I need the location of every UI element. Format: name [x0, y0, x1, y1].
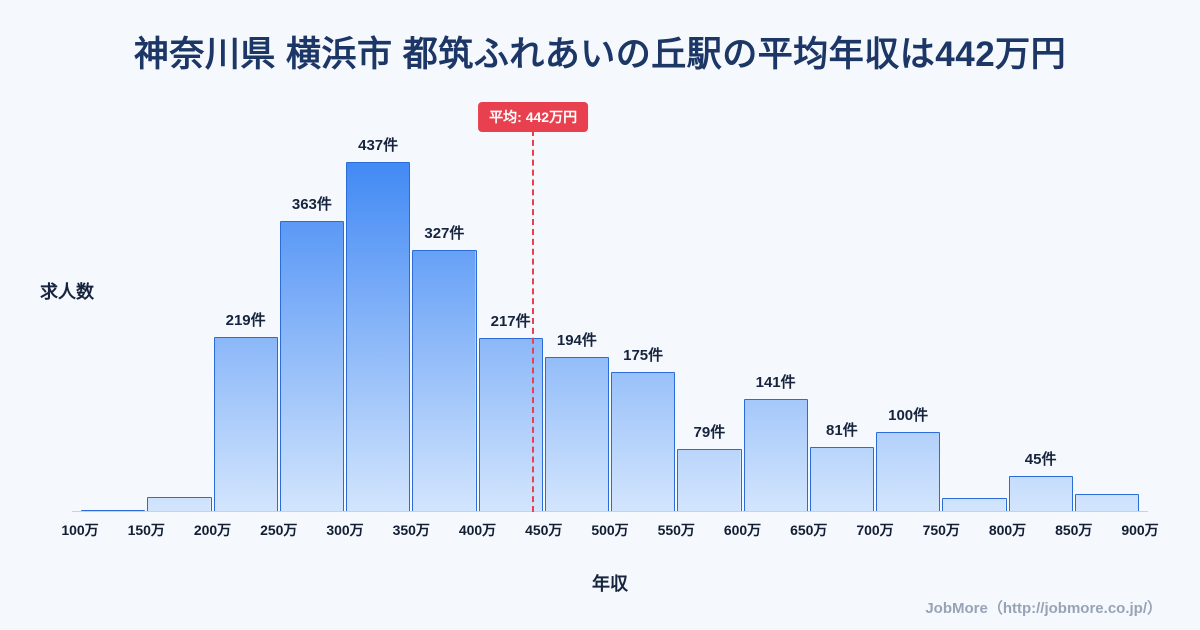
x-tick-label: 300万 — [326, 522, 364, 538]
bar-value-label: 363件 — [291, 196, 332, 213]
histogram-bar — [544, 357, 609, 512]
histogram-bar — [478, 338, 543, 512]
histogram-bar — [1008, 476, 1073, 512]
x-tick-label: 550万 — [657, 522, 695, 538]
x-axis-ticks: 100万 150万 200万 250万 300万 350万 400万 450万 500万 550万… — [61, 520, 1158, 542]
bar-value-label: 217件 — [490, 313, 531, 330]
y-axis-label: 求人数 — [40, 282, 94, 302]
x-tick-label: 400万 — [458, 522, 497, 538]
bar-value-label: 327件 — [424, 225, 465, 242]
x-tick-label: 350万 — [392, 522, 430, 538]
x-tick-label: 250万 — [260, 522, 298, 538]
average-badge: 平均: 442万円 — [478, 102, 589, 132]
bar-value-label: 437件 — [358, 137, 399, 154]
x-tick-label: 900万 — [1121, 522, 1159, 538]
x-tick-label: 850万 — [1055, 522, 1093, 538]
histogram-bar — [876, 432, 941, 512]
bar-value-label: 81件 — [826, 422, 858, 439]
bar-value-label: 141件 — [755, 374, 796, 391]
x-tick-label: 750万 — [922, 522, 960, 538]
x-tick-label: 800万 — [988, 522, 1027, 538]
x-tick-label: 450万 — [525, 522, 563, 538]
histogram-bar — [743, 399, 808, 512]
bar-value-label: 45件 — [1024, 451, 1057, 468]
histogram-bar — [1074, 494, 1139, 512]
histogram-bar — [809, 447, 874, 512]
histogram-bar — [213, 337, 278, 512]
histogram-bar — [677, 449, 742, 512]
x-axis-line — [72, 511, 1148, 512]
bar-value-label: 79件 — [693, 424, 726, 441]
histogram-bar — [279, 221, 344, 512]
histogram-bar — [412, 250, 477, 512]
x-axis-label: 年収 — [592, 574, 628, 594]
x-tick-label: 150万 — [127, 522, 165, 538]
x-tick-label: 200万 — [193, 522, 232, 538]
histogram-bar — [346, 162, 411, 512]
histogram-bar — [942, 498, 1007, 512]
x-tick-label: 100万 — [61, 522, 99, 538]
page-title: 神奈川県 横浜市 都筑ふれあいの丘駅の平均年収は442万円 — [133, 35, 1067, 74]
plot-area: 219件 363件 437件 327件 217件 194件 175件 79件 141件 81件 10… — [61, 130, 1159, 538]
x-tick-label: 500万 — [591, 522, 629, 538]
bar-value-label: 100件 — [888, 407, 929, 424]
bar-value-label: 219件 — [225, 312, 266, 329]
bar-value-label: 175件 — [623, 347, 664, 364]
average-line — [532, 130, 535, 512]
footer-credit: JobMore（http://jobmore.co.jp/） — [925, 600, 1162, 617]
histogram-bar — [147, 497, 212, 512]
bar-value-label: 194件 — [556, 332, 597, 349]
x-tick-label: 700万 — [856, 522, 894, 538]
histogram-bar — [611, 372, 676, 512]
x-tick-label: 600万 — [723, 522, 762, 538]
x-tick-label: 650万 — [790, 522, 828, 538]
